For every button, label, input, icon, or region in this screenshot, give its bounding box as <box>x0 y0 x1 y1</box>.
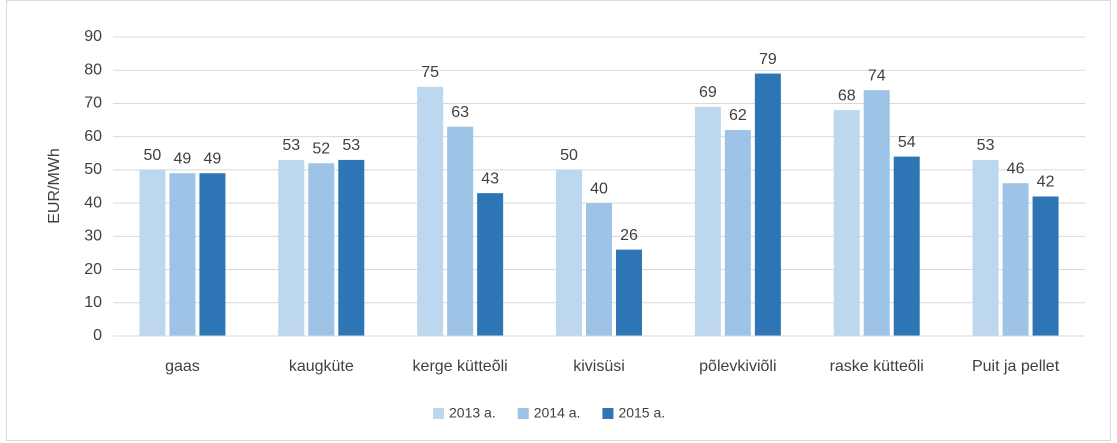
x-tick-label: kerge kütteõli <box>413 358 508 375</box>
bar <box>586 203 612 336</box>
bar <box>139 169 166 336</box>
data-label: 63 <box>451 104 469 121</box>
data-label: 46 <box>1007 160 1025 177</box>
data-label: 50 <box>144 147 162 164</box>
bar <box>616 249 642 336</box>
legend-swatch <box>433 408 444 419</box>
y-tick-label: 90 <box>84 28 102 45</box>
data-label: 79 <box>759 51 777 68</box>
bar <box>417 86 444 336</box>
data-label: 26 <box>620 227 638 244</box>
data-label: 43 <box>481 170 499 187</box>
bar <box>893 156 920 336</box>
y-tick-label: 20 <box>84 261 102 278</box>
data-label: 62 <box>729 107 747 124</box>
y-tick-label: 50 <box>84 161 102 178</box>
x-tick-label: gaas <box>165 358 200 375</box>
data-label: 53 <box>342 137 360 154</box>
y-tick-label: 80 <box>84 61 102 78</box>
bar <box>694 106 721 337</box>
data-label: 68 <box>838 87 856 104</box>
bar <box>754 73 781 337</box>
legend-label: 2015 a. <box>618 405 665 421</box>
bar <box>169 173 196 336</box>
data-label: 49 <box>204 150 222 167</box>
bar <box>556 169 582 336</box>
bar <box>1032 196 1059 336</box>
data-label: 50 <box>560 147 578 164</box>
x-tick-label: kivisüsi <box>573 358 625 375</box>
data-label: 53 <box>282 137 300 154</box>
bar <box>338 159 365 336</box>
y-tick-label: 10 <box>84 294 102 311</box>
bar <box>477 193 504 336</box>
y-tick-label: 40 <box>84 194 102 211</box>
x-tick-label: raske kütteõli <box>830 358 924 375</box>
bar <box>199 173 226 336</box>
x-tick-label: põlevkiviõli <box>699 358 776 375</box>
data-label: 75 <box>421 64 439 81</box>
legend-swatch <box>517 408 529 419</box>
data-label: 52 <box>312 140 330 157</box>
data-label: 53 <box>977 137 995 154</box>
x-tick-label: Puit ja pellet <box>972 358 1060 375</box>
y-axis-label: EUR/MWh <box>46 148 63 224</box>
data-label: 42 <box>1037 174 1055 191</box>
legend-label: 2014 a. <box>534 405 581 421</box>
bar <box>724 130 751 336</box>
bar <box>863 90 890 337</box>
legend-swatch <box>602 408 614 419</box>
bar <box>308 163 335 336</box>
bar <box>447 126 474 336</box>
data-label: 49 <box>174 150 192 167</box>
y-tick-label: 70 <box>84 95 102 112</box>
data-label: 74 <box>868 67 886 84</box>
bar <box>1002 183 1029 336</box>
data-label: 40 <box>590 180 608 197</box>
y-tick-label: 0 <box>93 327 102 344</box>
bar <box>972 159 999 336</box>
y-tick-label: 30 <box>84 228 102 245</box>
bar <box>278 159 305 336</box>
data-label: 54 <box>898 134 916 151</box>
x-tick-label: kaugküte <box>289 358 354 375</box>
legend-label: 2013 a. <box>449 405 496 421</box>
data-label: 69 <box>699 84 717 101</box>
y-tick-label: 60 <box>84 128 102 145</box>
bar <box>833 110 860 336</box>
